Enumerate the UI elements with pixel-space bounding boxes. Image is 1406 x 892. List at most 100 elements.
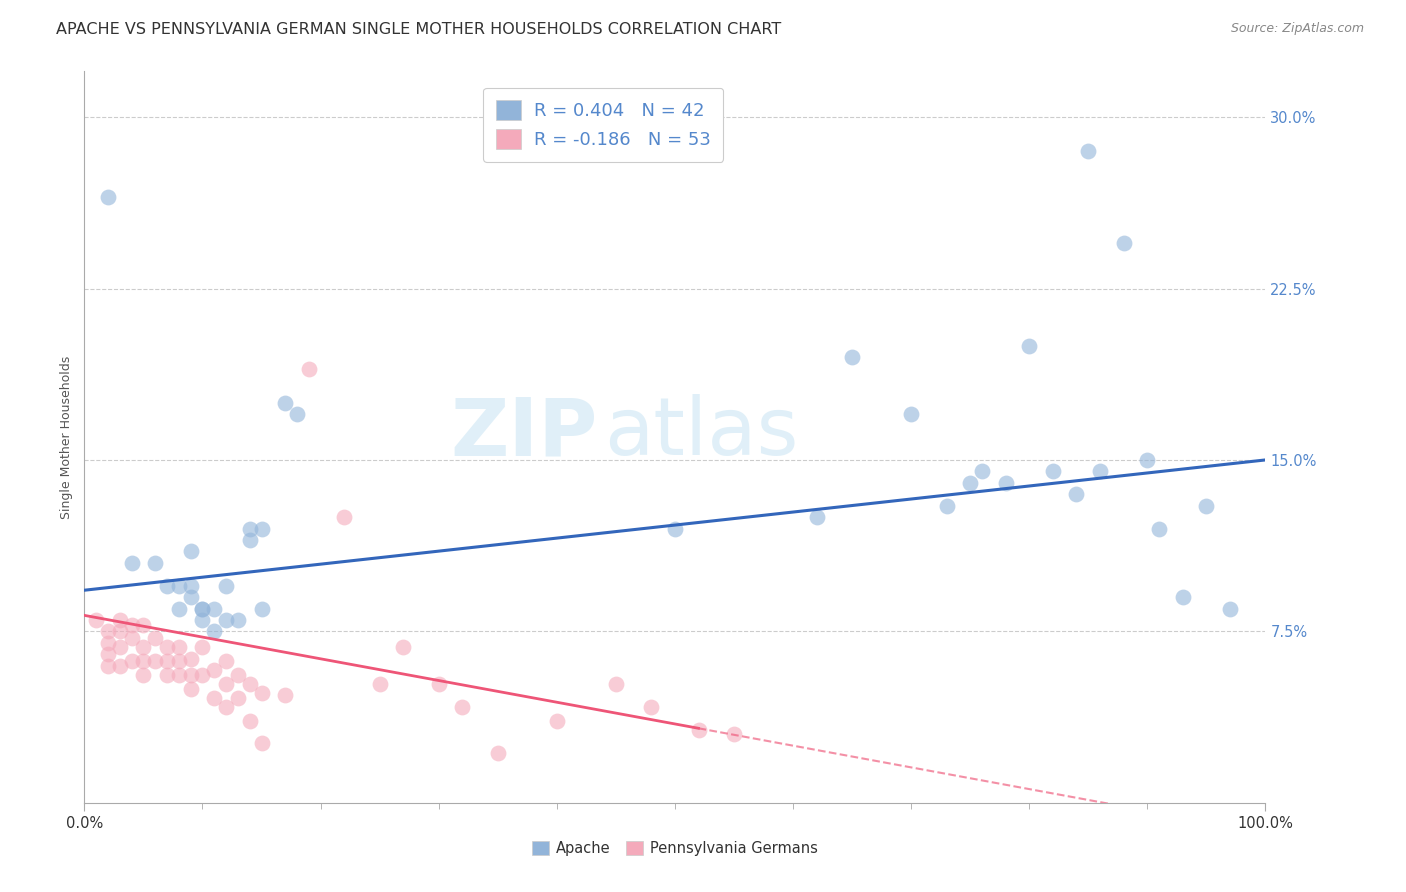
Text: Source: ZipAtlas.com: Source: ZipAtlas.com <box>1230 22 1364 36</box>
Point <box>1195 499 1218 513</box>
Point <box>97 624 120 639</box>
Point <box>333 510 356 524</box>
Point <box>167 667 190 681</box>
Point <box>250 601 273 615</box>
Point <box>298 361 321 376</box>
Point <box>108 613 131 627</box>
Point <box>202 624 225 639</box>
Point <box>723 727 745 741</box>
Point <box>226 690 249 705</box>
Point <box>226 667 249 681</box>
Point <box>1112 235 1135 250</box>
Point <box>132 667 155 681</box>
Point <box>121 654 143 668</box>
Point <box>108 624 131 639</box>
Point <box>427 677 450 691</box>
Point <box>640 699 662 714</box>
Point <box>143 632 166 646</box>
Point <box>97 658 120 673</box>
Legend: Apache, Pennsylvania Germans: Apache, Pennsylvania Germans <box>526 835 824 862</box>
Point <box>132 640 155 655</box>
Point <box>250 521 273 535</box>
Point <box>250 736 273 750</box>
Point <box>156 654 179 668</box>
Point <box>215 654 238 668</box>
Point <box>1042 464 1064 478</box>
Point <box>239 533 262 547</box>
Point <box>132 617 155 632</box>
Point <box>451 699 474 714</box>
Point <box>239 714 262 728</box>
Point <box>180 667 202 681</box>
Point <box>239 521 262 535</box>
Point <box>1219 601 1241 615</box>
Point <box>191 640 214 655</box>
Point <box>143 654 166 668</box>
Point <box>108 658 131 673</box>
Point <box>250 686 273 700</box>
Point <box>970 464 993 478</box>
Point <box>605 677 627 691</box>
Point <box>1136 453 1159 467</box>
Point <box>994 475 1017 490</box>
Point <box>121 617 143 632</box>
Point <box>486 746 509 760</box>
Point <box>841 350 863 364</box>
Point <box>1171 590 1194 604</box>
Point <box>191 667 214 681</box>
Point <box>285 407 308 421</box>
Point <box>180 579 202 593</box>
Point <box>180 590 202 604</box>
Point <box>274 396 297 410</box>
Point <box>202 601 225 615</box>
Point <box>368 677 391 691</box>
Point <box>274 689 297 703</box>
Point <box>156 579 179 593</box>
Point <box>215 699 238 714</box>
Point <box>546 714 568 728</box>
Point <box>180 652 202 666</box>
Point <box>143 556 166 570</box>
Point <box>215 677 238 691</box>
Point <box>191 601 214 615</box>
Point <box>180 544 202 558</box>
Point <box>1147 521 1170 535</box>
Point <box>84 613 107 627</box>
Point <box>167 640 190 655</box>
Point <box>121 632 143 646</box>
Y-axis label: Single Mother Households: Single Mother Households <box>60 355 73 519</box>
Point <box>180 681 202 696</box>
Point <box>806 510 828 524</box>
Point <box>108 640 131 655</box>
Point <box>191 613 214 627</box>
Point <box>959 475 981 490</box>
Point <box>97 647 120 661</box>
Point <box>1066 487 1088 501</box>
Point <box>1018 338 1040 352</box>
Point <box>215 579 238 593</box>
Text: ZIP: ZIP <box>451 394 598 473</box>
Point <box>392 640 415 655</box>
Point <box>1088 464 1111 478</box>
Point <box>226 613 249 627</box>
Point <box>935 499 957 513</box>
Text: atlas: atlas <box>605 394 799 473</box>
Point <box>688 723 710 737</box>
Point <box>664 521 686 535</box>
Point <box>202 663 225 677</box>
Point <box>132 654 155 668</box>
Point <box>167 654 190 668</box>
Point <box>167 579 190 593</box>
Point <box>191 601 214 615</box>
Point <box>156 640 179 655</box>
Point <box>900 407 922 421</box>
Point <box>1077 145 1099 159</box>
Point <box>239 677 262 691</box>
Point <box>167 601 190 615</box>
Point <box>97 636 120 650</box>
Point <box>97 190 120 204</box>
Point <box>215 613 238 627</box>
Point <box>121 556 143 570</box>
Point <box>202 690 225 705</box>
Point <box>156 667 179 681</box>
